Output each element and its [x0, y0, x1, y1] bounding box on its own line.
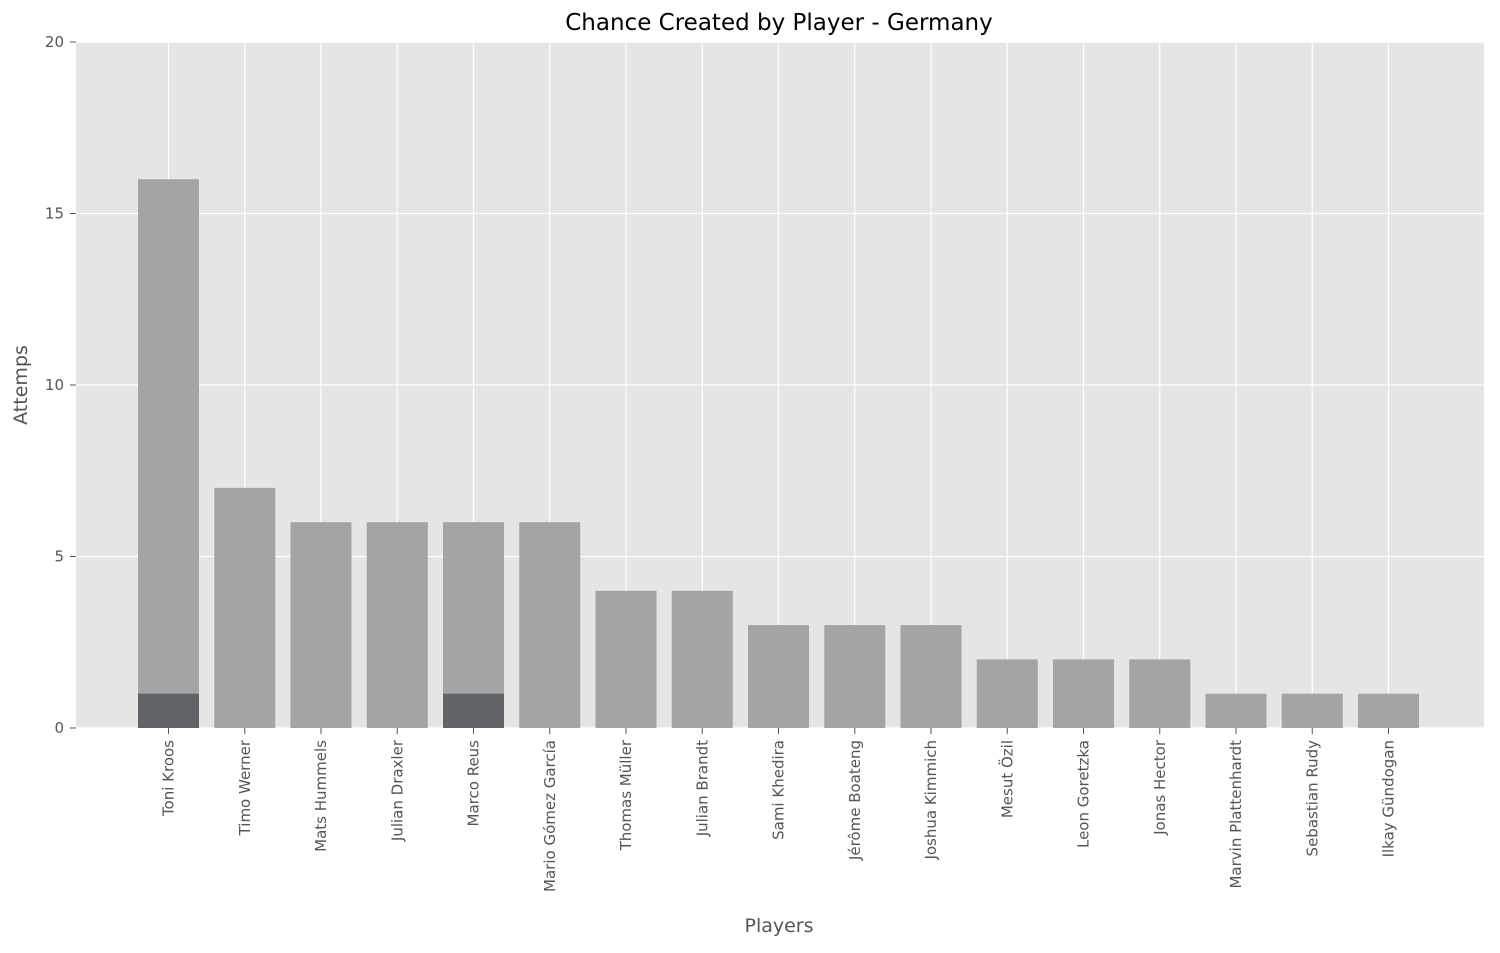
x-tick-label: Sami Khedira [770, 740, 788, 840]
overlay-bar-5 [443, 693, 504, 728]
bar-15 [1205, 693, 1267, 728]
bar-13 [1053, 659, 1114, 728]
x-tick-label: Sebastian Rudy [1303, 740, 1321, 857]
bars-overlay-series [138, 693, 504, 728]
x-tick-label: Toni Kroos [160, 740, 178, 817]
bar-12 [976, 659, 1038, 728]
x-tick-label: Leon Goretzka [1075, 740, 1093, 848]
bar-16 [1281, 693, 1343, 728]
x-axis-label: Players [744, 915, 813, 937]
x-tick-label: Julian Draxler [388, 739, 406, 842]
x-tick-label: Ilkay Gündogan [1380, 740, 1398, 857]
x-tick-label: Julian Brandt [693, 740, 711, 837]
bar-6 [519, 522, 581, 728]
y-tick-label: 5 [54, 548, 64, 566]
x-tick-label: Mario Gómez García [541, 740, 559, 892]
x-tick-label: Timo Werner [236, 739, 254, 836]
x-tick-label: Joshua Kimmich [922, 740, 940, 861]
y-axis-label: Attemps [10, 345, 32, 425]
bar-17 [1358, 693, 1419, 728]
x-tick-label: Jérôme Boateng [846, 740, 864, 861]
x-tick-label: Mats Hummels [312, 740, 330, 852]
bar-10 [824, 625, 886, 728]
bar-11 [900, 625, 962, 728]
bar-7 [595, 590, 657, 728]
bar-9 [748, 625, 809, 728]
y-tick-label: 15 [45, 205, 64, 223]
bar-14 [1129, 659, 1191, 728]
bar-8 [671, 590, 733, 728]
bar-2 [214, 487, 276, 728]
y-axis: 0 5 10 15 20 [45, 33, 76, 737]
x-tick-label: Marvin Plattenhardt [1227, 740, 1245, 889]
bar-3 [290, 522, 352, 728]
x-tick-label: Jonas Hector [1151, 739, 1169, 836]
x-axis: Toni Kroos Timo Werner Mats Hummels Julian … [160, 728, 1398, 892]
x-tick-label: Thomas Müller [617, 739, 635, 851]
bar-4 [366, 522, 428, 728]
chart-title: Chance Created by Player - Germany [565, 10, 992, 36]
y-tick-label: 10 [45, 376, 64, 394]
y-tick-label: 0 [54, 719, 64, 737]
bar-1 [138, 179, 199, 728]
x-tick-label: Marco Reus [465, 740, 483, 827]
overlay-bar-1 [138, 693, 199, 728]
x-tick-label: Mesut Özil [997, 740, 1016, 818]
y-tick-label: 20 [45, 33, 64, 51]
